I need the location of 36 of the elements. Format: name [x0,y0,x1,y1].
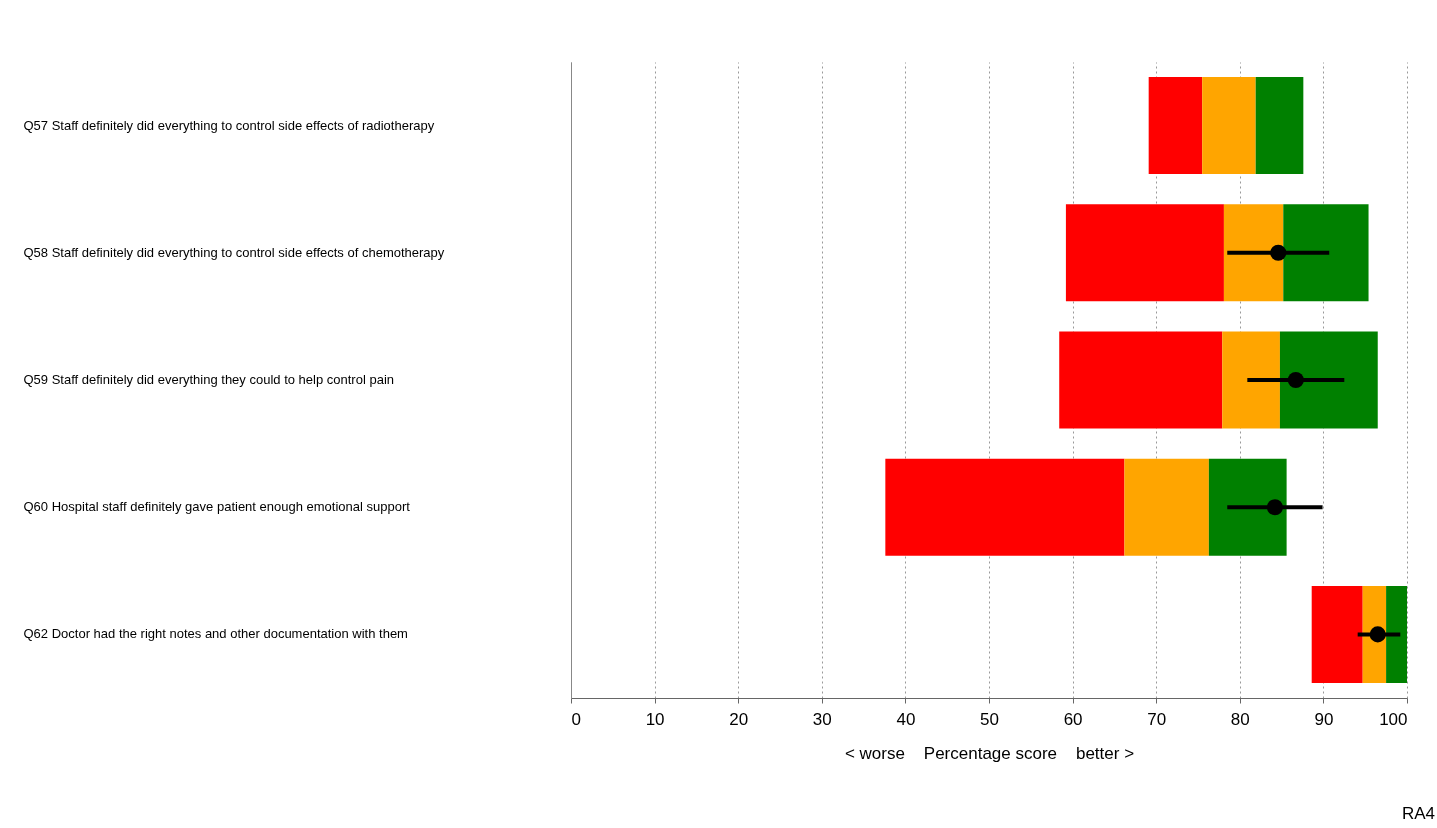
point [1266,499,1283,516]
y-tick-label: Q62 Doctor had the right notes and other documentation with them [23,626,408,642]
bar [1311,585,1363,683]
bar [1279,331,1378,429]
x-tick-label: 100 [1379,709,1408,729]
bar [1124,458,1209,556]
bar [885,458,1125,556]
bar [1202,77,1256,175]
text: RA4 [1401,804,1435,823]
x-tick-label: 70 [1147,709,1167,729]
bar [1223,204,1284,302]
bar [1208,458,1287,556]
y-tick-label: Q59 Staff definitely did everything they could to help control pain [23,372,394,387]
bar [1386,585,1407,683]
x-tick-label: 20 [729,709,749,729]
y-tick-label: Q58 Staff definitely did everything to control side effects of chemotherapy [23,244,445,260]
x-tick-label: 90 [1314,709,1334,729]
bar [1222,331,1280,429]
bar [1283,204,1369,302]
point [1369,626,1386,643]
x-tick-label: 50 [980,709,999,729]
x-tick-label: 0 [571,709,581,729]
y-tick-label: Q60 Hospital staff definitely gave patient enough emotional support [23,499,411,515]
bar [1065,204,1224,302]
y-tick-label: Q57 Staff definitely did everything to control side effects of radiotherapy [23,117,435,133]
x-tick-label: 80 [1230,709,1250,729]
x-tick-label: 30 [812,709,832,729]
bar [1255,77,1304,175]
x-axis-title: < worse Percentage score better > [844,743,1135,763]
point [1287,371,1304,389]
point [1270,244,1287,261]
bar [1059,331,1223,429]
x-tick-label: 40 [896,709,916,729]
x-tick-label: 60 [1063,709,1083,729]
bar [1148,77,1203,175]
x-tick-label: 10 [645,709,665,729]
